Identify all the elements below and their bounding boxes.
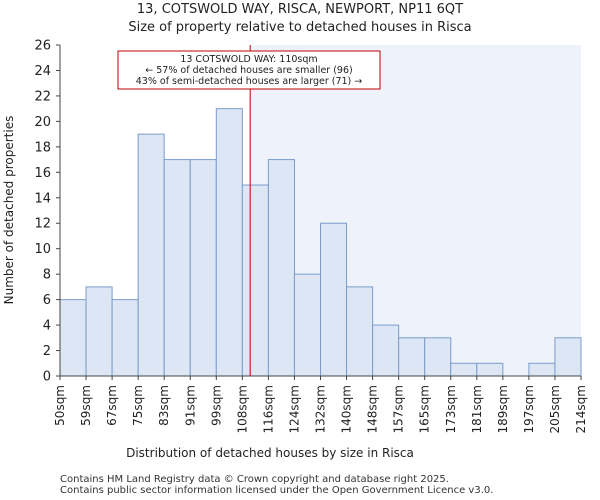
x-tick-label: 91sqm — [183, 385, 197, 426]
y-tick-label: 14 — [34, 191, 51, 206]
x-tick-label: 173sqm — [444, 385, 458, 433]
x-tick-label: 140sqm — [340, 385, 354, 433]
y-tick-label: 12 — [34, 217, 51, 232]
bar-75sqm — [137, 133, 165, 377]
bar-108sqm — [241, 184, 269, 377]
x-tick-label: 197sqm — [522, 385, 536, 433]
x-axis-label: Distribution of detached houses by size … — [126, 446, 414, 460]
x-tick-label: 205sqm — [548, 385, 562, 433]
bar-59sqm — [85, 286, 113, 377]
bar-50sqm — [59, 299, 87, 377]
y-tick-label: 8 — [43, 268, 51, 283]
bar-99sqm — [215, 108, 243, 377]
x-tick-label: 214sqm — [574, 385, 588, 433]
y-tick-label: 18 — [34, 140, 51, 155]
x-tick-label: 124sqm — [287, 385, 301, 433]
chart-subtitle: Size of property relative to detached ho… — [128, 20, 472, 35]
annotation-line-2: ← 57% of detached houses are smaller (96… — [145, 65, 352, 76]
x-tick-label: 50sqm — [53, 385, 67, 426]
annotation-box — [117, 50, 381, 90]
annotation-line-3: 43% of semi-detached houses are larger (… — [136, 76, 363, 87]
x-tick-label: 148sqm — [366, 385, 380, 433]
footer-licence: Contains public sector information licen… — [60, 485, 494, 496]
footer-copyright: Contains HM Land Registry data © Crown c… — [60, 474, 449, 485]
y-tick-label: 0 — [43, 370, 51, 385]
y-tick-label: 4 — [43, 319, 51, 334]
x-tick-label: 165sqm — [418, 385, 432, 433]
bar-197sqm — [528, 362, 556, 377]
y-tick-label: 16 — [34, 166, 51, 181]
bar-124sqm — [293, 273, 322, 377]
bar-91sqm — [189, 159, 217, 377]
x-tick-label: 99sqm — [209, 385, 223, 426]
bar-157sqm — [398, 337, 426, 377]
y-tick-label: 6 — [43, 293, 51, 308]
x-tick-label: 108sqm — [235, 385, 249, 433]
bar-132sqm — [320, 222, 348, 377]
x-tick-label: 67sqm — [105, 385, 119, 426]
y-tick-label: 22 — [34, 89, 51, 104]
y-axis-label: Number of detached properties — [2, 116, 16, 305]
x-tick-label: 116sqm — [261, 385, 275, 433]
bar-205sqm — [554, 337, 582, 377]
x-tick-label: 59sqm — [79, 385, 93, 426]
y-tick-label: 24 — [34, 64, 51, 79]
bar-148sqm — [372, 324, 400, 377]
y-tick-label: 20 — [34, 115, 51, 130]
x-tick-label: 157sqm — [392, 385, 406, 433]
bar-116sqm — [267, 159, 295, 377]
x-tick-label: 83sqm — [157, 385, 171, 426]
y-tick-label: 10 — [34, 242, 51, 257]
bar-140sqm — [346, 286, 374, 377]
x-tick-label: 132sqm — [314, 385, 328, 433]
x-tick-label: 189sqm — [496, 385, 510, 433]
bar-165sqm — [424, 337, 452, 377]
annotation-line-1: 13 COTSWOLD WAY: 110sqm — [180, 54, 317, 65]
chart-title: 13, COTSWOLD WAY, RISCA, NEWPORT, NP11 6… — [136, 2, 464, 17]
y-tick-label: 26 — [34, 39, 51, 54]
bar-173sqm — [450, 362, 478, 377]
x-tick-label: 75sqm — [131, 385, 145, 426]
bar-67sqm — [111, 299, 139, 377]
bar-83sqm — [163, 159, 191, 377]
x-tick-label: 181sqm — [470, 385, 484, 433]
bar-181sqm — [476, 362, 504, 377]
y-tick-label: 2 — [43, 344, 51, 359]
